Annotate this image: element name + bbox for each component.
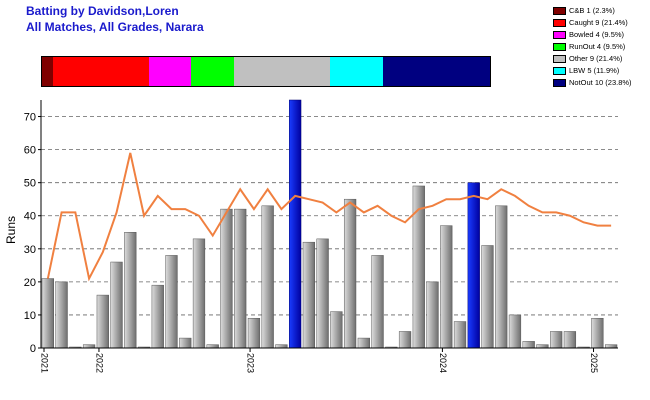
x-tick-label: 2024 <box>438 353 448 373</box>
dismissal-segment <box>42 57 53 86</box>
dismissal-segment <box>329 57 384 86</box>
dismissal-segment <box>233 57 330 86</box>
dismissal-segment <box>383 57 490 86</box>
legend-label: Caught 9 (21.4%) <box>569 18 628 27</box>
y-tick-label: 40 <box>24 211 36 223</box>
legend-swatch <box>553 42 566 51</box>
y-axis-label: Runs <box>4 216 18 244</box>
innings-bar <box>124 232 137 349</box>
y-tick-label: 30 <box>24 244 36 256</box>
innings-bar <box>453 321 467 349</box>
dismissal-segment <box>191 57 234 86</box>
innings-bar <box>179 337 192 349</box>
chart-title: Batting by Davidson,Loren <box>26 4 179 18</box>
innings-bar <box>426 281 439 349</box>
y-tick-label: 60 <box>24 145 36 157</box>
legend-swatch <box>553 30 566 39</box>
x-tick-label: 2022 <box>95 353 105 373</box>
innings-bar <box>41 278 54 349</box>
legend-item: LBW 5 (11.9%) <box>553 65 650 76</box>
legend-swatch <box>553 54 566 63</box>
legend-item: RunOut 4 (9.5%) <box>553 41 650 52</box>
innings-bar <box>398 331 412 349</box>
legend-label: LBW 5 (11.9%) <box>569 66 620 75</box>
legend-item: C&B 1 (2.3%) <box>553 5 650 16</box>
legend-swatch <box>553 66 566 75</box>
innings-bar <box>371 255 384 349</box>
legend-label: NotOut 10 (23.8%) <box>569 78 632 87</box>
legend-swatch <box>553 78 566 87</box>
y-tick-label: 0 <box>30 343 36 355</box>
innings-bar <box>330 311 343 349</box>
legend-item: NotOut 10 (23.8%) <box>553 77 650 88</box>
y-tick-label: 10 <box>24 310 36 322</box>
innings-bar <box>165 255 178 349</box>
innings-bar <box>96 294 109 349</box>
legend-swatch <box>553 18 566 27</box>
innings-bar <box>316 238 329 349</box>
legend-item: Caught 9 (21.4%) <box>553 17 650 28</box>
chart-subtitle: All Matches, All Grades, Narara <box>26 20 204 34</box>
innings-bar <box>440 225 453 349</box>
innings-bar <box>495 205 508 349</box>
dismissal-breakdown-bar <box>41 56 491 87</box>
innings-bar <box>508 314 522 349</box>
innings-bar <box>247 317 261 349</box>
innings-bar <box>151 284 164 349</box>
innings-bar <box>591 317 604 349</box>
innings-bar <box>234 208 247 349</box>
innings-bar <box>220 208 233 349</box>
innings-bar <box>563 331 577 349</box>
y-tick-label: 20 <box>24 277 36 289</box>
dismissal-segment <box>52 57 149 86</box>
innings-bar <box>289 99 302 349</box>
legend-label: C&B 1 (2.3%) <box>569 6 615 15</box>
x-tick-label: 2021 <box>40 353 50 373</box>
y-tick-label: 50 <box>24 178 36 190</box>
innings-bar <box>522 341 535 349</box>
innings-bar <box>55 281 68 349</box>
x-tick-label: 2023 <box>246 353 256 373</box>
innings-bar <box>192 238 206 349</box>
innings-bar <box>481 245 494 349</box>
legend-swatch <box>553 6 566 15</box>
innings-bar <box>357 337 370 349</box>
legend-label: Other 9 (21.4%) <box>569 54 623 63</box>
legend-label: RunOut 4 (9.5%) <box>569 42 626 51</box>
innings-bar <box>550 331 563 349</box>
legend-label: Bowled 4 (9.5%) <box>569 30 625 39</box>
innings-bar <box>110 261 123 349</box>
innings-bar <box>343 198 357 349</box>
average-line <box>46 152 612 282</box>
innings-bar <box>302 241 316 349</box>
legend: C&B 1 (2.3%) Caught 9 (21.4%) Bowled 4 (9.… <box>553 5 650 89</box>
legend-item: Bowled 4 (9.5%) <box>553 29 650 40</box>
legend-item: Other 9 (21.4%) <box>553 53 650 64</box>
innings-bar <box>467 182 480 349</box>
innings-bar <box>261 205 274 349</box>
x-tick-label: 2025 <box>589 353 599 373</box>
y-tick-label: 70 <box>24 112 36 124</box>
dismissal-segment <box>148 57 192 86</box>
